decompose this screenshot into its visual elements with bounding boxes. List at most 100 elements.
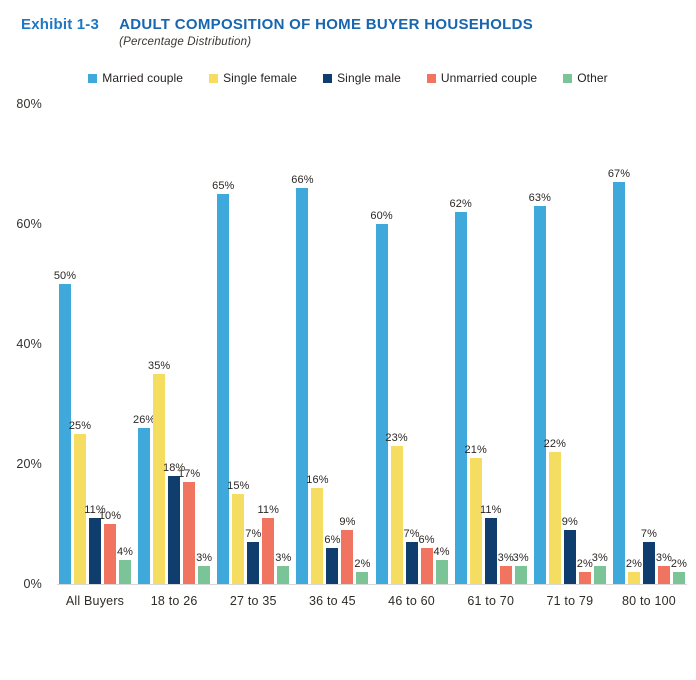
bar-wrap: 25%	[69, 420, 91, 585]
bar-wrap: 18%	[163, 462, 185, 585]
y-axis: 0% 20% 40% 60% 80%	[0, 97, 48, 591]
bar-single-female	[74, 434, 86, 585]
bar-value-label: 26%	[132, 414, 156, 427]
bar-value-label: 3%	[497, 552, 514, 565]
bar-wrap: 35%	[148, 360, 170, 585]
bar-other	[277, 566, 290, 585]
legend-label: Other	[577, 71, 608, 86]
legend-swatch-icon	[323, 73, 333, 83]
y-tick-label: 20%	[16, 457, 42, 472]
bar-unmarried-couple	[183, 482, 196, 585]
bar-other	[514, 566, 527, 585]
bar-value-label: 7%	[640, 528, 658, 541]
bar-married-couple	[375, 224, 388, 585]
bar-wrap: 15%	[227, 480, 249, 585]
bar-other	[435, 560, 448, 585]
x-axis-label-27-to-35: 27 to 35	[229, 594, 277, 609]
legend-label: Single female	[223, 71, 298, 86]
bar-wrap: 3%	[498, 552, 514, 585]
bar-group-27-to-35: 65% 15% 7% 11% 3%	[212, 180, 291, 585]
bar-value-label: 11%	[84, 504, 106, 517]
bar-wrap: 9%	[339, 516, 355, 585]
bar-wrap: 60%	[370, 210, 393, 585]
bar-value-label: 2%	[354, 558, 371, 571]
bar-single-male	[563, 530, 576, 585]
bar-single-female	[153, 374, 166, 585]
bar-wrap: 16%	[306, 474, 328, 585]
bar-unmarried-couple	[341, 530, 354, 585]
bar-value-label: 21%	[464, 444, 487, 457]
bar-wrap: 66%	[291, 174, 313, 585]
x-axis-label-36-to-45: 36 to 45	[309, 594, 356, 609]
legend-item-married-couple: Married couple	[88, 71, 183, 85]
bar-married-couple	[217, 194, 230, 585]
bar-wrap: 63%	[529, 192, 551, 585]
y-tick-label: 60%	[16, 217, 42, 232]
bar-value-label: 2%	[576, 558, 593, 571]
bar-wrap: 7%	[404, 528, 420, 585]
bar-wrap: 11%	[480, 504, 501, 585]
bar-value-label: 3%	[655, 552, 673, 565]
bar-single-male	[168, 476, 181, 585]
bar-wrap: 11%	[84, 504, 106, 585]
bar-value-label: 22%	[543, 438, 567, 451]
chart-subtitle: (Percentage Distribution)	[119, 36, 252, 49]
bar-wrap: 7%	[641, 528, 657, 585]
bar-other	[672, 572, 685, 585]
bar-wrap: 4%	[434, 546, 450, 585]
x-axis-label-46-to-60: 46 to 60	[388, 594, 435, 609]
bar-single-male	[247, 542, 260, 585]
bar-single-male	[326, 548, 339, 585]
bar-value-label: 4%	[116, 546, 134, 559]
bar-value-label: 4%	[433, 546, 450, 559]
bar-married-couple	[612, 182, 625, 585]
bar-value-label: 6%	[418, 534, 435, 547]
x-axis-label-80-to-100: 80 to 100	[622, 594, 676, 609]
bar-wrap: 26%	[133, 414, 155, 585]
bar-value-label: 25%	[68, 420, 92, 433]
bar-wrap: 3%	[196, 552, 212, 585]
legend-swatch-icon	[209, 73, 219, 83]
bar-value-label: 11%	[479, 504, 502, 517]
bar-wrap: 9%	[562, 516, 578, 585]
bar-wrap: 17%	[178, 468, 200, 585]
bar-value-label: 66%	[291, 174, 314, 187]
bar-wrap: 6%	[324, 534, 340, 585]
bar-wrap: 3%	[656, 552, 672, 585]
bar-wrap: 3%	[275, 552, 291, 585]
bar-unmarried-couple	[499, 566, 512, 585]
bar-single-female	[311, 488, 324, 585]
y-tick-label: 80%	[16, 97, 42, 112]
bar-wrap: 2%	[354, 558, 370, 585]
chart-area: 0% 20% 40% 60% 80% 50% 25% 11% 10% 4% 26% 35% 18% 17…	[16, 97, 687, 609]
bar-other	[119, 560, 131, 585]
x-axis-label-18-to-26: 18 to 26	[150, 594, 198, 609]
bar-single-male	[405, 542, 418, 585]
plot-area: 50% 25% 11% 10% 4% 26% 35% 18% 17% 3% 65% 15% 7% 11% 3…	[53, 104, 687, 586]
bar-value-label: 2%	[625, 558, 643, 571]
bar-other	[356, 572, 369, 585]
bar-unmarried-couple	[420, 548, 433, 585]
legend-swatch-icon	[563, 73, 573, 83]
bar-single-female	[390, 446, 403, 585]
bar-single-male	[89, 518, 101, 585]
bar-value-label: 67%	[607, 168, 631, 181]
bar-other	[198, 566, 211, 585]
y-tick-label: 40%	[16, 337, 42, 352]
bar-wrap: 6%	[419, 534, 435, 585]
legend-swatch-icon	[426, 73, 436, 83]
legend-swatch-icon	[88, 73, 98, 83]
bar-value-label: 15%	[227, 480, 250, 493]
bar-value-label: 16%	[306, 474, 329, 487]
bar-married-couple	[533, 206, 546, 585]
bar-single-female	[232, 494, 245, 585]
bar-value-label: 6%	[324, 534, 341, 547]
bar-wrap: 10%	[99, 510, 121, 585]
bar-value-label: 50%	[53, 270, 77, 283]
page-title: ADULT COMPOSITION OF HOME BUYER HOUSEHOL…	[119, 16, 534, 33]
bar-unmarried-couple	[578, 572, 591, 585]
bar-wrap: 23%	[385, 432, 408, 585]
bar-group-18-to-26: 26% 35% 18% 17% 3%	[133, 360, 212, 585]
bar-value-label: 3%	[591, 552, 608, 565]
y-tick-label: 0%	[23, 577, 42, 592]
